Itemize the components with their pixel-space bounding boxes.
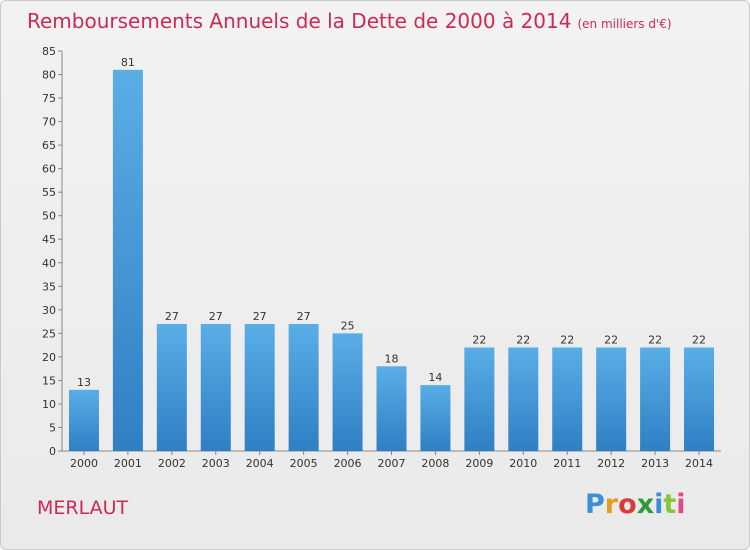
y-tick-label: 15 bbox=[42, 374, 56, 387]
x-tick-label: 2003 bbox=[202, 457, 230, 470]
x-tick-label: 2004 bbox=[246, 457, 274, 470]
bar-value-label: 22 bbox=[604, 333, 618, 346]
bar-value-label: 27 bbox=[165, 310, 179, 323]
logo-letter: i bbox=[676, 489, 686, 520]
x-tick-label: 2014 bbox=[685, 457, 713, 470]
bar-value-label: 27 bbox=[297, 310, 311, 323]
x-tick-label: 2013 bbox=[641, 457, 669, 470]
y-tick-label: 75 bbox=[42, 92, 56, 105]
bar-2012 bbox=[596, 347, 627, 451]
bar-2007 bbox=[376, 366, 407, 451]
x-tick-label: 2001 bbox=[114, 457, 142, 470]
bar-value-label: 18 bbox=[385, 352, 399, 365]
bar-value-label: 14 bbox=[428, 371, 442, 384]
y-tick-label: 50 bbox=[42, 210, 56, 223]
x-tick-label: 2010 bbox=[509, 457, 537, 470]
bar-2003 bbox=[200, 323, 231, 451]
logo-letter: i bbox=[654, 489, 664, 520]
y-tick-label: 70 bbox=[42, 116, 56, 129]
logo-letter: o bbox=[618, 489, 637, 520]
bar-2006 bbox=[332, 333, 363, 451]
y-tick-label: 5 bbox=[49, 421, 56, 434]
bar-value-label: 22 bbox=[516, 333, 530, 346]
logo-letter: x bbox=[636, 489, 655, 520]
x-tick-label: 2007 bbox=[378, 457, 406, 470]
y-tick-label: 30 bbox=[42, 304, 56, 317]
logo-letter: r bbox=[604, 489, 619, 520]
bar-2000 bbox=[68, 389, 99, 451]
proxiti-logo: Proxiti bbox=[585, 489, 686, 520]
x-tick-label: 2006 bbox=[334, 457, 362, 470]
x-tick-label: 2008 bbox=[421, 457, 449, 470]
y-tick-label: 20 bbox=[42, 351, 56, 364]
bar-value-label: 22 bbox=[472, 333, 486, 346]
x-tick-label: 2002 bbox=[158, 457, 186, 470]
chart-bars: 13 81 27 27 27 27 25 18 14 22 22 22 22 22 22 bbox=[68, 56, 715, 451]
bar-2011 bbox=[552, 347, 583, 451]
y-tick-label: 10 bbox=[42, 398, 56, 411]
x-tick-label: 2009 bbox=[465, 457, 493, 470]
y-tick-label: 25 bbox=[42, 327, 56, 340]
bar-value-label: 81 bbox=[121, 56, 135, 69]
bar-2001 bbox=[112, 69, 143, 451]
bar-2009 bbox=[464, 347, 495, 451]
y-tick-label: 45 bbox=[42, 233, 56, 246]
bar-value-label: 25 bbox=[341, 319, 355, 332]
y-tick-label: 65 bbox=[42, 139, 56, 152]
bar-value-label: 27 bbox=[253, 310, 267, 323]
x-tick-label: 2005 bbox=[290, 457, 318, 470]
y-tick-label: 80 bbox=[42, 69, 56, 82]
x-tick-label: 2011 bbox=[553, 457, 581, 470]
y-tick-label: 40 bbox=[42, 257, 56, 270]
chart-title: Remboursements Annuels de la Dette de 20… bbox=[27, 9, 672, 33]
bar-2010 bbox=[508, 347, 539, 451]
bar-value-label: 22 bbox=[692, 333, 706, 346]
logo-letter: P bbox=[585, 489, 605, 520]
logo-letter: t bbox=[663, 489, 677, 520]
y-tick-label: 55 bbox=[42, 186, 56, 199]
y-tick-label: 0 bbox=[49, 445, 56, 458]
bar-2008 bbox=[420, 385, 451, 451]
bar-value-label: 22 bbox=[560, 333, 574, 346]
y-tick-label: 35 bbox=[42, 280, 56, 293]
bar-2014 bbox=[684, 347, 715, 451]
chart-axes: 0 5 10 15 20 25 30 35 40 45 50 55 60 65 70 75 80 85 2000 20… bbox=[42, 45, 721, 470]
bar-value-label: 27 bbox=[209, 310, 223, 323]
bar-2005 bbox=[288, 323, 319, 451]
bar-2013 bbox=[640, 347, 671, 451]
y-tick-label: 60 bbox=[42, 163, 56, 176]
x-tick-label: 2000 bbox=[70, 457, 98, 470]
bar-value-label: 22 bbox=[648, 333, 662, 346]
bar-2004 bbox=[244, 323, 275, 451]
chart-title-text: Remboursements Annuels de la Dette de 20… bbox=[27, 9, 572, 33]
commune-name: MERLAUT bbox=[37, 497, 129, 519]
y-tick-label: 85 bbox=[42, 45, 56, 58]
bar-value-label: 13 bbox=[77, 376, 91, 389]
x-tick-label: 2012 bbox=[597, 457, 625, 470]
bar-2002 bbox=[156, 323, 187, 451]
chart-subtitle: (en milliers d'€) bbox=[577, 17, 672, 31]
